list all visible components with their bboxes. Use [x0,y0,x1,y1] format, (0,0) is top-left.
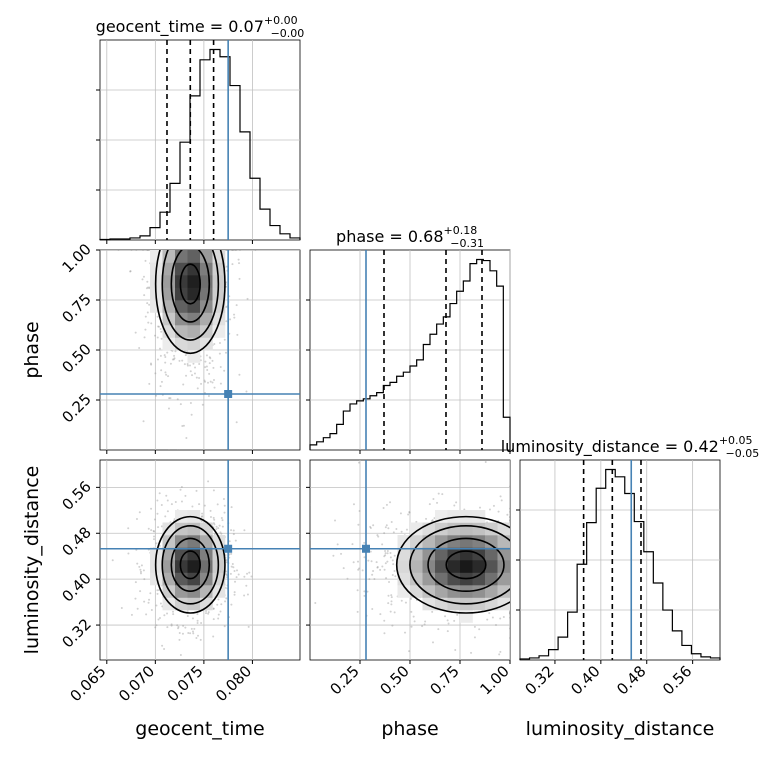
panel-title: geocent_time = 0.07+0.00 −0.00 [96,14,305,40]
truth-marker [362,544,370,553]
x-tick-label: 0.070 [115,662,158,705]
histogram-step-line [519,468,721,660]
panel-title: phase = 0.68+0.18 −0.31 [336,224,484,250]
contour-level [427,537,505,593]
histogram-panel-geocent-time: geocent_time = 0.07+0.00 −0.00 [96,14,305,244]
x-tick-label: 0.32 [521,662,557,698]
2d-panel-phase-vs-luminosity-distance: 0.25 0.50 0.75 1.00 [306,459,513,698]
contour-level [154,515,226,614]
contour-level [170,250,211,323]
contour-level [170,537,211,593]
x-axis-label-geocent-time: geocent_time [135,718,264,740]
contour-level [179,550,201,580]
contour-level [409,525,510,605]
x-axis-label-phase: phase [381,718,438,740]
x-tick-label: 0.75 [426,662,462,698]
panel-title: luminosity_distance = 0.42+0.05 −0.05 [501,434,760,460]
histogram-panel-phase: phase = 0.68+0.18 −0.31 [306,224,511,454]
x-tick-label: 0.25 [326,662,362,698]
y-tick-label: 0.40 [58,569,94,605]
2d-panel-geocent-time-vs-luminosity-distance: 0.065 0.070 0.075 0.080 0.32 0.40 0.48 0.56 [58,459,301,705]
y-tick-label: 0.32 [58,615,94,651]
truth-marker [224,390,233,398]
contour-level [154,250,226,355]
histogram-step-line [99,48,301,241]
contour-level [179,263,201,305]
y-tick-label: 0.50 [58,340,94,376]
contour-level [161,250,220,341]
x-tick-label: 1.00 [476,662,512,698]
x-tick-label: 0.065 [67,662,110,705]
2d-panel-geocent-time-vs-phase: 0.25 0.50 0.75 1.00 [58,240,301,454]
x-tick-label: 0.50 [376,662,412,698]
y-axis-label-luminosity-distance: luminosity_distance [21,466,43,655]
x-tick-label: 0.48 [613,662,649,698]
y-tick-label: 0.25 [58,390,94,426]
y-tick-label: 0.48 [58,523,94,559]
contour-level [395,515,510,614]
contour-level [445,550,487,580]
contour-level [161,525,220,605]
x-axis-label-luminosity-distance: luminosity_distance [526,718,715,740]
x-tick-label: 0.075 [164,662,207,705]
x-tick-label: 0.40 [567,662,603,698]
y-tick-label: 1.00 [58,240,94,276]
histogram-panel-luminosity-distance: 0.32 0.40 0.48 0.56 luminosity_distance = 0.… [501,434,760,698]
histogram-step-line [309,258,511,450]
y-tick-label: 0.56 [58,477,94,513]
y-tick-label: 0.75 [58,290,94,326]
x-tick-label: 0.56 [659,662,695,698]
truth-marker [224,544,233,553]
x-tick-label: 0.080 [212,662,255,705]
y-axis-label-phase: phase [21,321,43,378]
